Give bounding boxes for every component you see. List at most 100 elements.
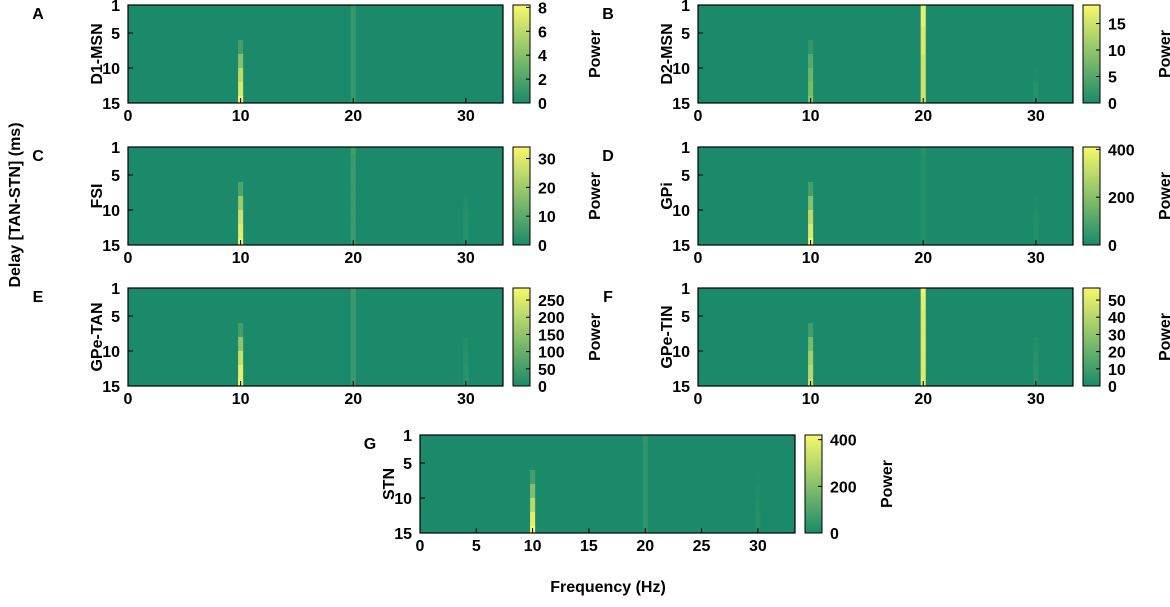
x-tick-label: 30 — [457, 250, 475, 267]
heatmap-cell — [642, 470, 648, 485]
heatmap-cell — [1033, 196, 1039, 211]
colorbar-tick-label: 20 — [538, 180, 556, 197]
heatmap-cell — [808, 26, 814, 41]
heatmap-cell — [920, 224, 926, 239]
x-tick-label: 10 — [232, 250, 250, 267]
colorbar-tick-label: 200 — [538, 310, 565, 327]
x-tick-label: 20 — [914, 250, 932, 267]
heatmap-cell — [238, 168, 244, 183]
heatmap-cell — [808, 295, 814, 310]
heatmap-cell — [755, 442, 761, 457]
x-tick-label: 30 — [1027, 250, 1045, 267]
x-tick-label: 0 — [694, 391, 703, 408]
heatmap-cell — [920, 26, 926, 41]
y-tick-label: 5 — [681, 309, 690, 326]
colorbar-tick-label: 10 — [1108, 43, 1126, 60]
x-tick-label: 20 — [914, 108, 932, 125]
heatmap — [128, 147, 503, 245]
heatmap-cell — [808, 168, 814, 183]
heatmap-cell — [808, 154, 814, 169]
heatmap-cell — [350, 54, 356, 69]
colorbar-tick-label: 400 — [1108, 142, 1135, 159]
y-tick-label: 15 — [102, 379, 120, 396]
heatmap-cell — [920, 154, 926, 169]
heatmap-cell — [350, 26, 356, 41]
colorbar-tick-label: 100 — [538, 345, 565, 362]
colorbar — [1082, 4, 1101, 104]
heatmap-cell — [238, 309, 244, 324]
x-tick-label: 20 — [344, 108, 362, 125]
heatmap-cell — [1033, 5, 1039, 13]
heatmap-cell — [808, 54, 814, 69]
heatmap-cell — [463, 82, 469, 97]
heatmap-cell — [238, 5, 244, 13]
heatmap-cell — [920, 168, 926, 183]
x-tick-label: 0 — [694, 250, 703, 267]
heatmap-cell — [463, 182, 469, 197]
colorbar-tick-label: 250 — [538, 293, 565, 310]
heatmap-cell — [350, 210, 356, 225]
colorbar — [512, 146, 531, 246]
heatmap-cell — [1033, 26, 1039, 41]
heatmap-cell — [920, 82, 926, 97]
heatmap-cell — [350, 68, 356, 83]
heatmap-cell — [755, 512, 761, 527]
heatmap-cell — [350, 337, 356, 352]
heatmap-cell — [530, 512, 536, 527]
heatmap-cell — [920, 288, 926, 296]
colorbar-tick-label: 10 — [1108, 362, 1126, 379]
heatmap-cell — [350, 40, 356, 55]
heatmap-cell — [920, 68, 926, 83]
y-tick-label: 1 — [681, 281, 690, 298]
heatmap-cell — [920, 147, 926, 155]
heatmap-cell — [642, 456, 648, 471]
heatmap-cell — [350, 365, 356, 380]
y-tick-label: 10 — [672, 61, 690, 78]
heatmap-cell — [530, 470, 536, 485]
heatmap-cell — [642, 442, 648, 457]
heatmap-cell — [808, 40, 814, 55]
heatmap-cell — [920, 54, 926, 69]
panel-label: A — [32, 6, 44, 23]
colorbar-tick-label: 20 — [1108, 345, 1126, 362]
y-tick-label: 1 — [681, 140, 690, 157]
colorbar-tick-label: 0 — [1108, 96, 1117, 113]
heatmap-background — [128, 288, 503, 386]
heatmap-cell — [808, 337, 814, 352]
heatmap — [698, 147, 1073, 245]
heatmap-background — [128, 5, 503, 103]
heatmap-cell — [463, 288, 469, 296]
y-tick-label: 1 — [403, 428, 412, 445]
heatmap-cell — [1033, 54, 1039, 69]
heatmap-cell — [920, 309, 926, 324]
heatmap-cell — [808, 288, 814, 296]
heatmap-cell — [642, 435, 648, 443]
heatmap-cell — [642, 512, 648, 527]
heatmap-cell — [920, 12, 926, 27]
colorbar-label: Power — [879, 460, 896, 508]
heatmap-cell — [1033, 365, 1039, 380]
heatmap-cell — [530, 484, 536, 499]
x-tick-label: 20 — [344, 250, 362, 267]
heatmap-cell — [920, 337, 926, 352]
heatmap-cell — [530, 498, 536, 513]
colorbar-tick-label: 50 — [538, 362, 556, 379]
colorbar-label: Power — [1157, 30, 1170, 78]
y-tick-label: 10 — [102, 203, 120, 220]
y-label: GPe-TAN — [89, 302, 106, 371]
heatmap-cell — [1033, 82, 1039, 97]
x-tick-label: 30 — [749, 538, 767, 555]
heatmap-cell — [238, 40, 244, 55]
heatmap-cell — [1033, 288, 1039, 296]
heatmap-cell — [1033, 351, 1039, 366]
heatmap-cell — [530, 456, 536, 471]
heatmap-cell — [463, 323, 469, 338]
heatmap-cell — [1033, 224, 1039, 239]
colorbar-tick-label: 400 — [830, 433, 857, 450]
plot-frame — [127, 4, 504, 104]
y-tick-label: 15 — [672, 96, 690, 113]
heatmap-cell — [350, 168, 356, 183]
heatmap-cell — [463, 154, 469, 169]
heatmap-cell — [463, 168, 469, 183]
x-tick-label: 30 — [457, 108, 475, 125]
